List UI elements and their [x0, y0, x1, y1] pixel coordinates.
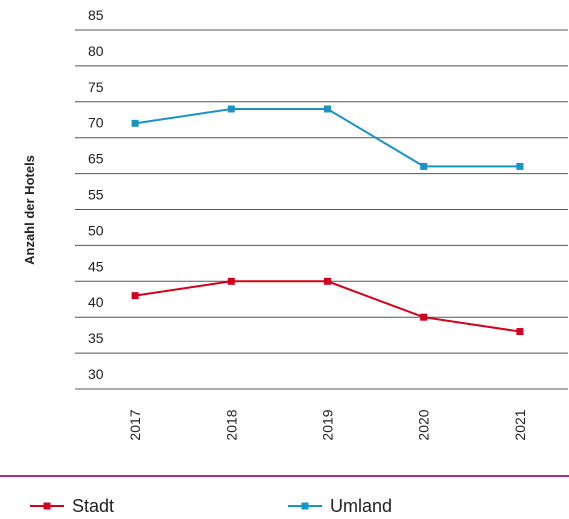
y-tick-label: 50 — [88, 222, 104, 238]
marker — [227, 105, 235, 113]
x-tick-label: 2019 — [320, 409, 336, 440]
legend-marker — [43, 502, 51, 510]
legend-marker — [301, 502, 309, 510]
marker — [227, 277, 235, 285]
y-tick-label: 70 — [88, 115, 104, 131]
x-tick-label: 2020 — [416, 409, 432, 440]
y-tick-label: 85 — [88, 7, 104, 23]
y-axis-label: Anzahl der Hotels — [22, 155, 37, 265]
marker — [420, 313, 428, 321]
y-tick-label: 30 — [88, 366, 104, 382]
y-tick-label: 45 — [88, 258, 104, 274]
marker — [324, 105, 331, 113]
marker — [420, 162, 428, 170]
x-tick-label: 2017 — [127, 409, 143, 440]
y-tick-label: 55 — [88, 187, 104, 203]
marker — [131, 119, 139, 127]
marker — [516, 328, 524, 336]
marker — [131, 292, 139, 300]
legend-label: Umland — [330, 496, 392, 516]
y-tick-label: 65 — [88, 151, 104, 167]
y-tick-label: 80 — [88, 43, 104, 59]
x-tick-label: 2021 — [512, 409, 528, 440]
y-tick-label: 35 — [88, 330, 104, 346]
x-tick-label: 2018 — [223, 409, 239, 440]
series-line — [134, 280, 521, 333]
marker — [324, 277, 331, 285]
legend-label: Stadt — [72, 496, 114, 516]
marker — [516, 162, 524, 170]
y-tick-label: 40 — [88, 294, 104, 310]
y-tick-label: 75 — [88, 79, 104, 95]
